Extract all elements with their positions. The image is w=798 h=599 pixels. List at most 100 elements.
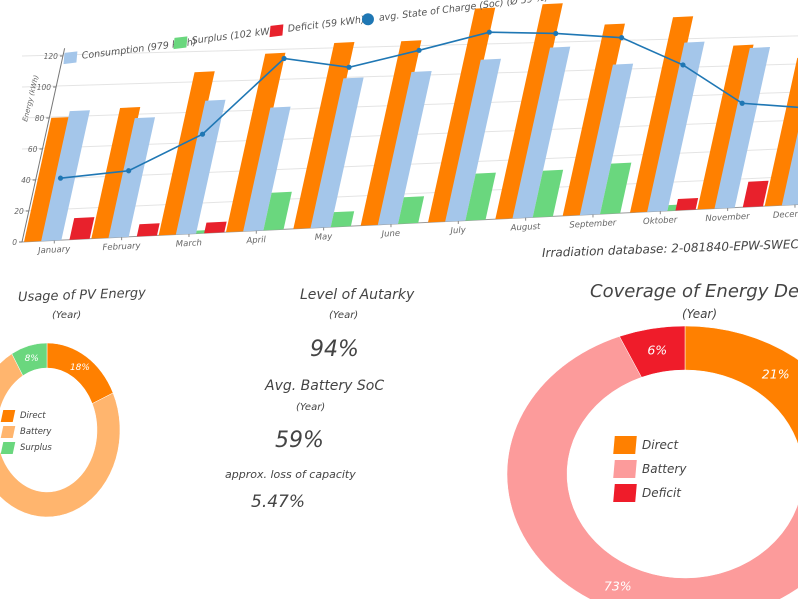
x-tick-label: Oktober — [643, 215, 678, 227]
pv-value-label: 18% — [70, 363, 90, 373]
bar-pv-production — [158, 71, 215, 236]
cov-value-label: 73% — [604, 578, 632, 593]
pv-donut-legend: Direct Battery Surplus — [0, 410, 52, 454]
bar-consumption — [377, 71, 432, 225]
battery-soc-value: 59% — [275, 428, 324, 453]
cov-slice — [684, 325, 798, 446]
x-tick-label: February — [102, 241, 142, 253]
x-tick-label: September — [569, 218, 617, 230]
soc-line — [60, 31, 798, 179]
x-tick-label: August — [509, 222, 541, 234]
bar-pv-production — [428, 7, 496, 223]
autarky-value: 94% — [310, 337, 359, 362]
x-tick-label: May — [314, 232, 333, 243]
pv-slice — [0, 353, 121, 518]
bar-pv-production — [764, 57, 798, 207]
bar-surplus — [600, 162, 632, 215]
y-tick-label: 0 — [12, 238, 17, 247]
bar-deficit — [675, 198, 699, 211]
bar-consumption — [175, 99, 226, 235]
pv-value-label: 8% — [25, 354, 39, 364]
pv-legend-surplus-label: Surplus — [20, 443, 52, 453]
cov-legend-direct[interactable]: Direct — [613, 436, 686, 454]
autarky-title: Level of Autarky — [300, 287, 415, 303]
x-tick-label: December — [773, 209, 798, 221]
bar-consumption — [310, 77, 364, 229]
gridline — [21, 119, 798, 150]
battery-soc-subtitle: (Year) — [296, 402, 326, 413]
soc-point — [680, 62, 686, 68]
pv-legend-battery-label: Battery — [20, 427, 52, 437]
battery-swatch-icon — [613, 460, 637, 478]
gridline — [21, 175, 798, 212]
pv-legend-battery[interactable]: Battery — [0, 426, 52, 438]
bar-surplus — [263, 191, 292, 231]
direct-swatch-icon — [613, 436, 637, 454]
cov-legend-deficit-label: Deficit — [642, 486, 682, 500]
bar-pv-production — [226, 52, 286, 233]
cov-slice — [619, 325, 686, 378]
bar-pv-production — [630, 16, 694, 213]
soc-point — [619, 35, 625, 41]
bar-surplus — [465, 172, 496, 221]
y-tick-label: 100 — [37, 83, 52, 92]
cov-value-label: 21% — [762, 367, 790, 382]
gridline — [21, 35, 798, 57]
pv-usage-subtitle: (Year) — [52, 310, 82, 321]
soc-point — [346, 64, 352, 70]
autarky-subtitle: (Year) — [329, 310, 359, 321]
bar-consumption — [41, 110, 90, 242]
bar-deficit — [742, 180, 769, 208]
y-tick-label: 40 — [21, 176, 31, 185]
gridline — [21, 204, 798, 243]
x-tick-label: November — [705, 212, 750, 224]
soc-point — [416, 47, 422, 53]
bar-deficit — [69, 217, 95, 240]
bar-consumption — [445, 58, 501, 222]
bar-pv-production — [697, 44, 754, 210]
bar-pv-production — [24, 116, 72, 242]
cov-slice — [506, 336, 798, 599]
battery-soc-title: Avg. Battery SoC — [265, 378, 385, 394]
capacity-loss-title: approx. loss of capacity — [225, 468, 356, 481]
x-tick-label: March — [176, 238, 203, 249]
cov-legend-direct-label: Direct — [642, 438, 679, 452]
pv-slice — [11, 342, 48, 377]
x-tick-label: June — [379, 229, 400, 240]
cov-value-label: 6% — [647, 342, 667, 357]
bar-consumption — [714, 46, 771, 209]
y-axis-line — [21, 48, 66, 243]
pv-legend-surplus[interactable]: Surplus — [0, 442, 52, 454]
soc-point — [199, 131, 206, 137]
bar-consumption — [243, 106, 291, 232]
bar-pv-production — [360, 40, 422, 226]
soc-point — [739, 100, 745, 106]
soc-point — [126, 168, 132, 174]
soc-point — [281, 55, 287, 62]
soc-point — [486, 29, 492, 35]
coverage-title: Coverage of Energy Dem — [590, 281, 798, 302]
bar-consumption — [647, 41, 705, 212]
bar-surplus — [330, 211, 355, 228]
coverage-subtitle: (Year) — [682, 307, 718, 321]
soc-point — [553, 30, 559, 37]
y-tick-label: 20 — [14, 207, 24, 216]
y-tick-label: 80 — [35, 114, 45, 123]
bar-consumption — [512, 46, 571, 219]
pv-legend-direct[interactable]: Direct — [0, 410, 52, 422]
cov-legend-deficit[interactable]: Deficit — [613, 484, 686, 502]
gridline — [21, 147, 798, 181]
x-tick-label: April — [245, 235, 267, 246]
coverage-donut-legend: Direct Battery Deficit — [613, 436, 686, 502]
cov-legend-battery[interactable]: Battery — [613, 460, 686, 478]
bar-pv-production — [495, 3, 563, 220]
gridline — [21, 91, 798, 119]
bar-deficit — [136, 223, 160, 237]
bar-surplus — [398, 196, 425, 224]
x-tick-label: July — [448, 226, 467, 237]
soc-point — [57, 175, 64, 181]
bar-consumption — [108, 117, 156, 238]
